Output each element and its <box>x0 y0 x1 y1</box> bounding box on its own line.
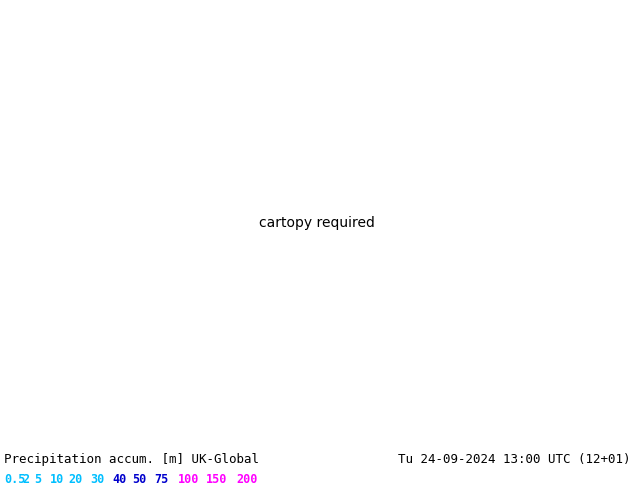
Text: 0.5: 0.5 <box>4 473 25 487</box>
Text: 50: 50 <box>132 473 146 487</box>
Text: 10: 10 <box>50 473 64 487</box>
Text: 150: 150 <box>206 473 228 487</box>
Text: 30: 30 <box>90 473 104 487</box>
Text: 5: 5 <box>34 473 41 487</box>
Text: 75: 75 <box>154 473 168 487</box>
Text: 200: 200 <box>236 473 257 487</box>
Text: 100: 100 <box>178 473 199 487</box>
Text: 2: 2 <box>22 473 29 487</box>
Text: 20: 20 <box>68 473 82 487</box>
Text: cartopy required: cartopy required <box>259 216 375 230</box>
Text: Tu 24-09-2024 13:00 UTC (12+01): Tu 24-09-2024 13:00 UTC (12+01) <box>398 453 630 466</box>
Text: 40: 40 <box>112 473 126 487</box>
Text: Precipitation accum. [m] UK-Global: Precipitation accum. [m] UK-Global <box>4 453 259 466</box>
